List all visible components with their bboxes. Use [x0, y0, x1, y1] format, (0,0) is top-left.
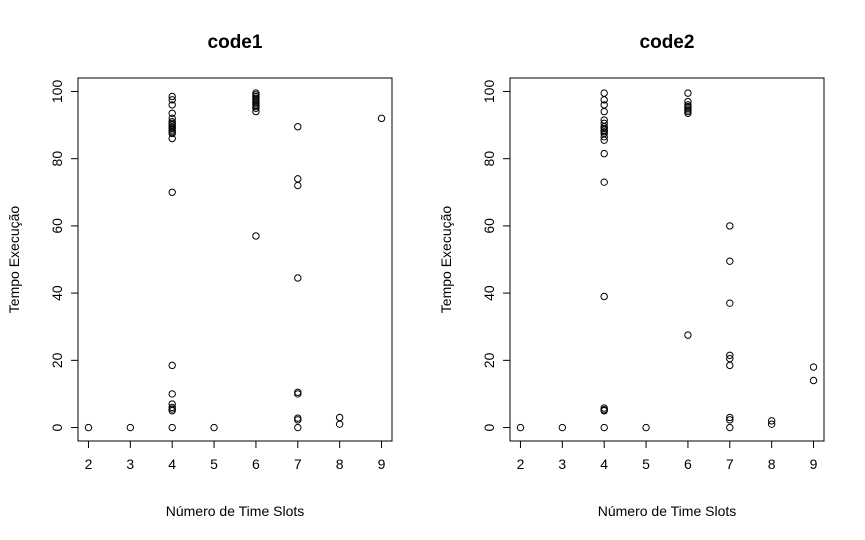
data-point — [600, 178, 608, 186]
data-point — [168, 129, 176, 138]
data-point — [558, 423, 567, 432]
x-tick-label: 8 — [768, 456, 776, 472]
x-tick-label: 2 — [85, 456, 93, 472]
data-point — [168, 423, 176, 432]
data-point — [252, 232, 260, 240]
data-point — [684, 89, 692, 97]
x-tick-label: 7 — [294, 456, 302, 472]
data-point — [294, 274, 302, 282]
data-point — [600, 149, 608, 158]
data-point — [726, 257, 734, 265]
code2-panel: code2 Número de Time Slots Tempo Execuçã… — [438, 32, 825, 519]
data-point — [726, 361, 734, 370]
data-point — [84, 423, 93, 432]
data-point — [294, 123, 302, 131]
data-point — [516, 423, 525, 432]
axis-ticks: 2 3 4 5 6 7 8 9 0 20 40 60 80 100 — [49, 80, 386, 472]
y-tick-label: 20 — [481, 352, 497, 368]
x-axis-label: Número de Time Slots — [598, 503, 737, 519]
data-point — [726, 423, 734, 432]
x-tick-label: 3 — [558, 456, 566, 472]
data-point — [767, 420, 776, 428]
data-point — [809, 376, 818, 385]
data-points — [516, 89, 818, 432]
data-point — [335, 413, 344, 422]
code1-panel: code1 Número de Time Slots Tempo Execuçã… — [6, 32, 393, 519]
data-point — [168, 92, 176, 101]
data-point — [600, 136, 608, 144]
data-point — [600, 107, 608, 116]
data-point — [252, 107, 260, 116]
data-point — [726, 413, 734, 422]
x-tick-label: 3 — [126, 456, 134, 472]
data-point — [168, 390, 176, 398]
chart-title: code2 — [640, 32, 695, 53]
y-tick-label: 80 — [49, 151, 65, 167]
data-point — [726, 351, 734, 359]
data-point — [767, 417, 776, 425]
y-tick-label: 20 — [49, 352, 65, 368]
x-tick-label: 4 — [168, 456, 176, 472]
data-point — [600, 407, 608, 415]
data-point — [335, 420, 344, 428]
data-point — [168, 96, 176, 104]
data-point — [168, 188, 176, 196]
plot-frame — [77, 77, 393, 442]
axis-ticks: 2 3 4 5 6 7 8 9 0 20 40 60 80 100 — [481, 80, 818, 472]
data-point — [294, 181, 302, 190]
data-point — [726, 222, 734, 230]
y-axis-label: Tempo Execução — [438, 206, 454, 314]
data-point — [252, 104, 260, 112]
data-point — [684, 331, 692, 339]
data-point — [684, 109, 692, 117]
data-point — [600, 423, 608, 432]
y-tick-label: 60 — [481, 218, 497, 234]
data-point — [126, 423, 135, 432]
y-tick-label: 0 — [49, 423, 65, 431]
x-tick-label: 2 — [517, 456, 525, 472]
data-point — [809, 363, 818, 371]
data-point — [726, 416, 734, 424]
x-tick-label: 6 — [252, 456, 260, 472]
x-tick-label: 5 — [210, 456, 218, 472]
data-point — [726, 299, 734, 307]
data-point — [168, 361, 176, 370]
data-point — [294, 175, 302, 183]
y-axis-label: Tempo Execução — [6, 206, 22, 314]
data-point — [168, 407, 176, 415]
x-tick-label: 4 — [600, 456, 608, 472]
x-tick-label: 7 — [726, 456, 734, 472]
data-point — [377, 114, 386, 123]
data-points — [84, 89, 386, 432]
data-point — [600, 292, 608, 301]
y-tick-label: 40 — [481, 285, 497, 301]
data-point — [294, 416, 302, 424]
data-point — [168, 109, 176, 117]
x-tick-label: 9 — [810, 456, 818, 472]
data-point — [642, 423, 650, 432]
x-axis-label: Número de Time Slots — [166, 503, 305, 519]
data-point — [600, 89, 608, 97]
x-tick-label: 9 — [378, 456, 386, 472]
y-tick-label: 60 — [49, 218, 65, 234]
x-tick-label: 5 — [642, 456, 650, 472]
y-tick-label: 0 — [481, 423, 497, 431]
data-point — [294, 390, 302, 398]
plot-frame — [509, 77, 825, 442]
data-point — [168, 134, 176, 143]
data-point — [600, 133, 608, 141]
y-tick-label: 100 — [49, 80, 65, 104]
y-tick-label: 40 — [49, 285, 65, 301]
x-tick-label: 8 — [336, 456, 344, 472]
data-point — [294, 423, 302, 432]
chart-title: code1 — [208, 32, 263, 53]
y-tick-label: 80 — [481, 151, 497, 167]
data-point — [600, 96, 608, 104]
y-tick-label: 100 — [481, 80, 497, 104]
x-tick-label: 6 — [684, 456, 692, 472]
data-point — [210, 423, 218, 432]
data-point — [168, 101, 176, 109]
